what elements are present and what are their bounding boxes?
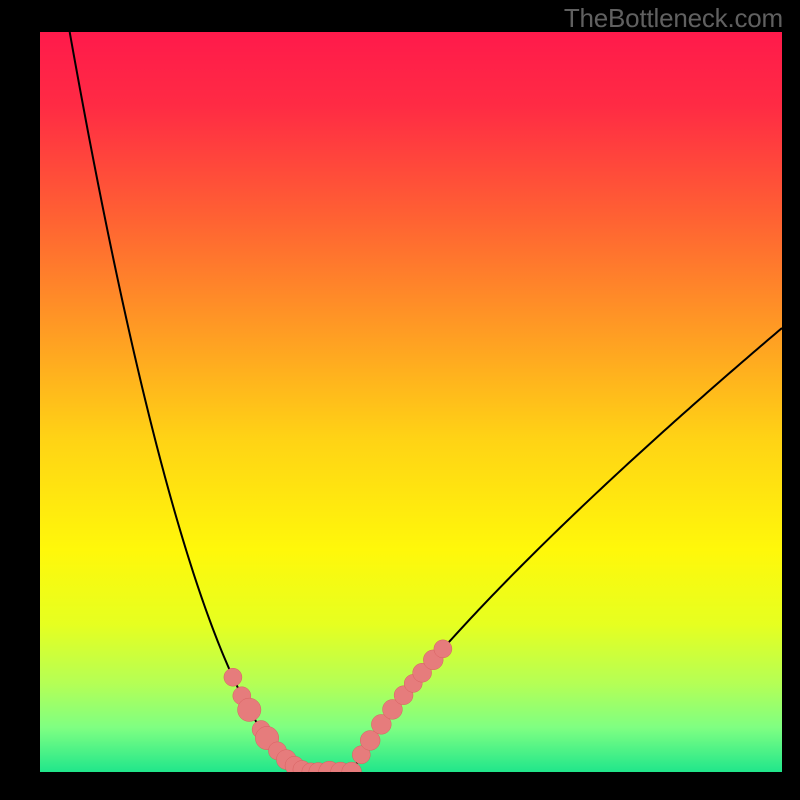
frame-bottom [0, 772, 800, 800]
frame-right [782, 0, 800, 800]
frame-left [0, 0, 40, 800]
curve-marker [224, 668, 242, 686]
plot-area [40, 32, 782, 772]
plot-svg [40, 32, 782, 772]
curve-marker [434, 640, 452, 658]
curve-marker [238, 698, 261, 721]
plot-background [40, 32, 782, 772]
watermark-text: TheBottleneck.com [564, 3, 783, 34]
